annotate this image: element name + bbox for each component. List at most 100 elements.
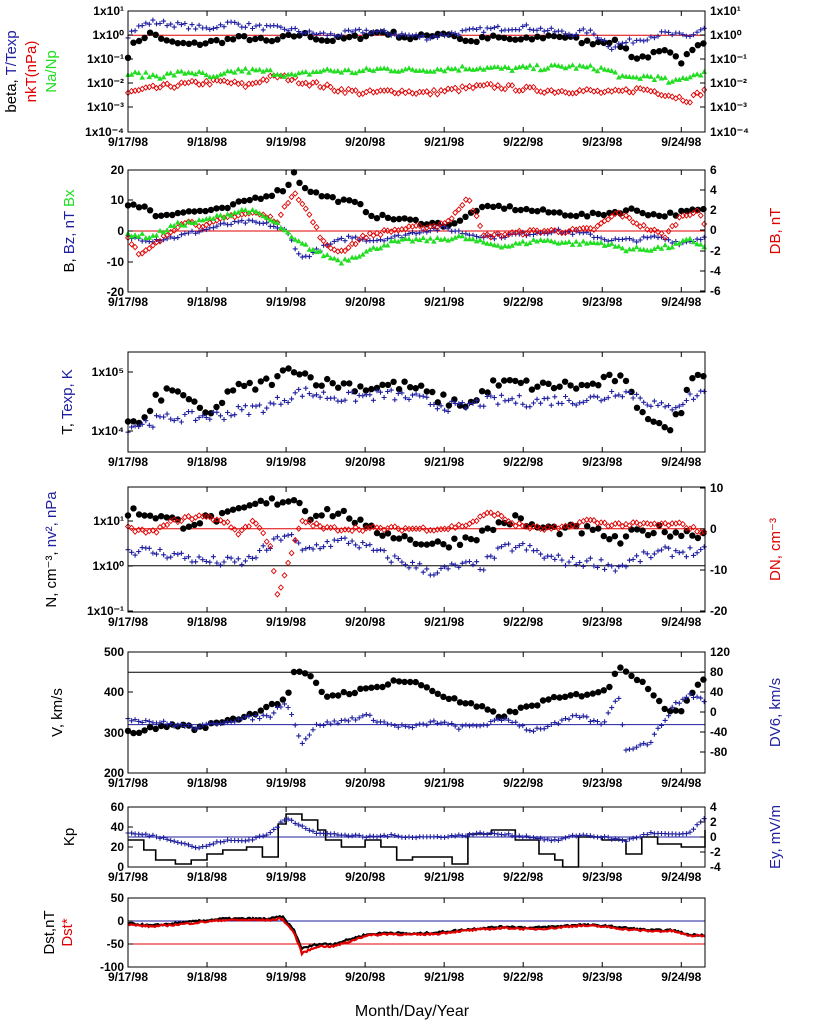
data-point [577, 560, 583, 565]
data-point [340, 380, 347, 387]
data-point [495, 519, 502, 526]
data-point [357, 516, 364, 523]
data-point [691, 32, 696, 38]
data-point [218, 221, 223, 227]
data-point [242, 558, 248, 564]
data-point [506, 521, 513, 528]
data-point [687, 691, 693, 697]
data-point [278, 24, 284, 30]
data-point [622, 86, 630, 93]
data-point [477, 723, 483, 729]
data-point [650, 48, 657, 56]
data-point [459, 723, 465, 729]
data-point [612, 44, 618, 50]
data-point [672, 529, 679, 536]
data-point [587, 833, 593, 839]
data-point [390, 535, 397, 542]
data-point [659, 723, 664, 728]
data-point [434, 90, 441, 98]
data-point [152, 515, 159, 522]
data-point [672, 411, 679, 418]
data-point [351, 689, 358, 697]
data-point [590, 517, 597, 524]
data-point [669, 244, 675, 250]
data-point [484, 202, 491, 210]
data-point [541, 28, 547, 34]
data-point [676, 550, 682, 556]
data-point [381, 65, 387, 71]
data-point [516, 543, 522, 549]
data-point [228, 524, 235, 531]
data-point [445, 721, 451, 727]
data-point [246, 412, 252, 417]
data-point [324, 66, 330, 72]
data-point [509, 242, 515, 248]
data-point [700, 205, 707, 213]
data-point [651, 246, 658, 251]
data-point [570, 33, 576, 39]
data-point [683, 98, 690, 106]
data-point [324, 193, 331, 200]
data-point [351, 388, 358, 395]
data-point [495, 34, 502, 41]
data-point [362, 208, 370, 216]
data-point [567, 382, 574, 389]
data-point [545, 696, 552, 703]
data-point [360, 540, 366, 545]
data-point [424, 566, 430, 572]
data-point [470, 722, 476, 728]
data-point [438, 403, 444, 409]
data-point [207, 559, 213, 565]
data-point [630, 40, 636, 46]
data-point [561, 693, 569, 700]
data-point [241, 197, 248, 204]
data-point [616, 392, 622, 398]
data-point [242, 838, 248, 844]
panel-vel: 9/17/98 9/18/98 9/19/98 9/20/98 9/21/98 9/22/… [49, 645, 784, 790]
data-point [570, 554, 576, 560]
data-point [481, 29, 487, 35]
data-point [530, 226, 537, 234]
data-point [150, 424, 156, 430]
data-point [278, 72, 284, 78]
data-point [455, 521, 462, 529]
data-point [399, 31, 405, 37]
data-point [498, 65, 505, 71]
data-point [321, 389, 327, 395]
data-point [235, 404, 241, 410]
data-point [278, 401, 284, 407]
data-point [484, 722, 490, 728]
data-point [580, 713, 586, 719]
data-point [498, 85, 505, 92]
data-point [362, 387, 370, 394]
data-point [395, 386, 403, 393]
data-point [566, 559, 572, 565]
data-point [186, 26, 191, 32]
data-point [331, 831, 337, 837]
data-point [639, 527, 646, 534]
data-point [678, 708, 685, 715]
data-point [516, 27, 522, 33]
data-point [299, 200, 306, 208]
data-point [617, 540, 624, 547]
data-point [561, 378, 569, 385]
data-point [434, 66, 441, 72]
data-point [527, 543, 533, 549]
data-point [623, 389, 629, 395]
data-point [349, 389, 355, 395]
data-point [644, 54, 652, 61]
data-point [169, 38, 176, 45]
data-point [288, 234, 295, 239]
data-point [252, 500, 259, 507]
data-point [285, 689, 292, 696]
data-point [473, 207, 480, 215]
data-point [456, 726, 462, 732]
data-point [655, 235, 661, 241]
data-point [466, 520, 473, 528]
data-point [598, 721, 604, 727]
data-point [139, 23, 145, 29]
data-point [253, 555, 259, 561]
data-point [410, 725, 415, 731]
data-point [445, 566, 451, 572]
data-point [139, 719, 145, 725]
